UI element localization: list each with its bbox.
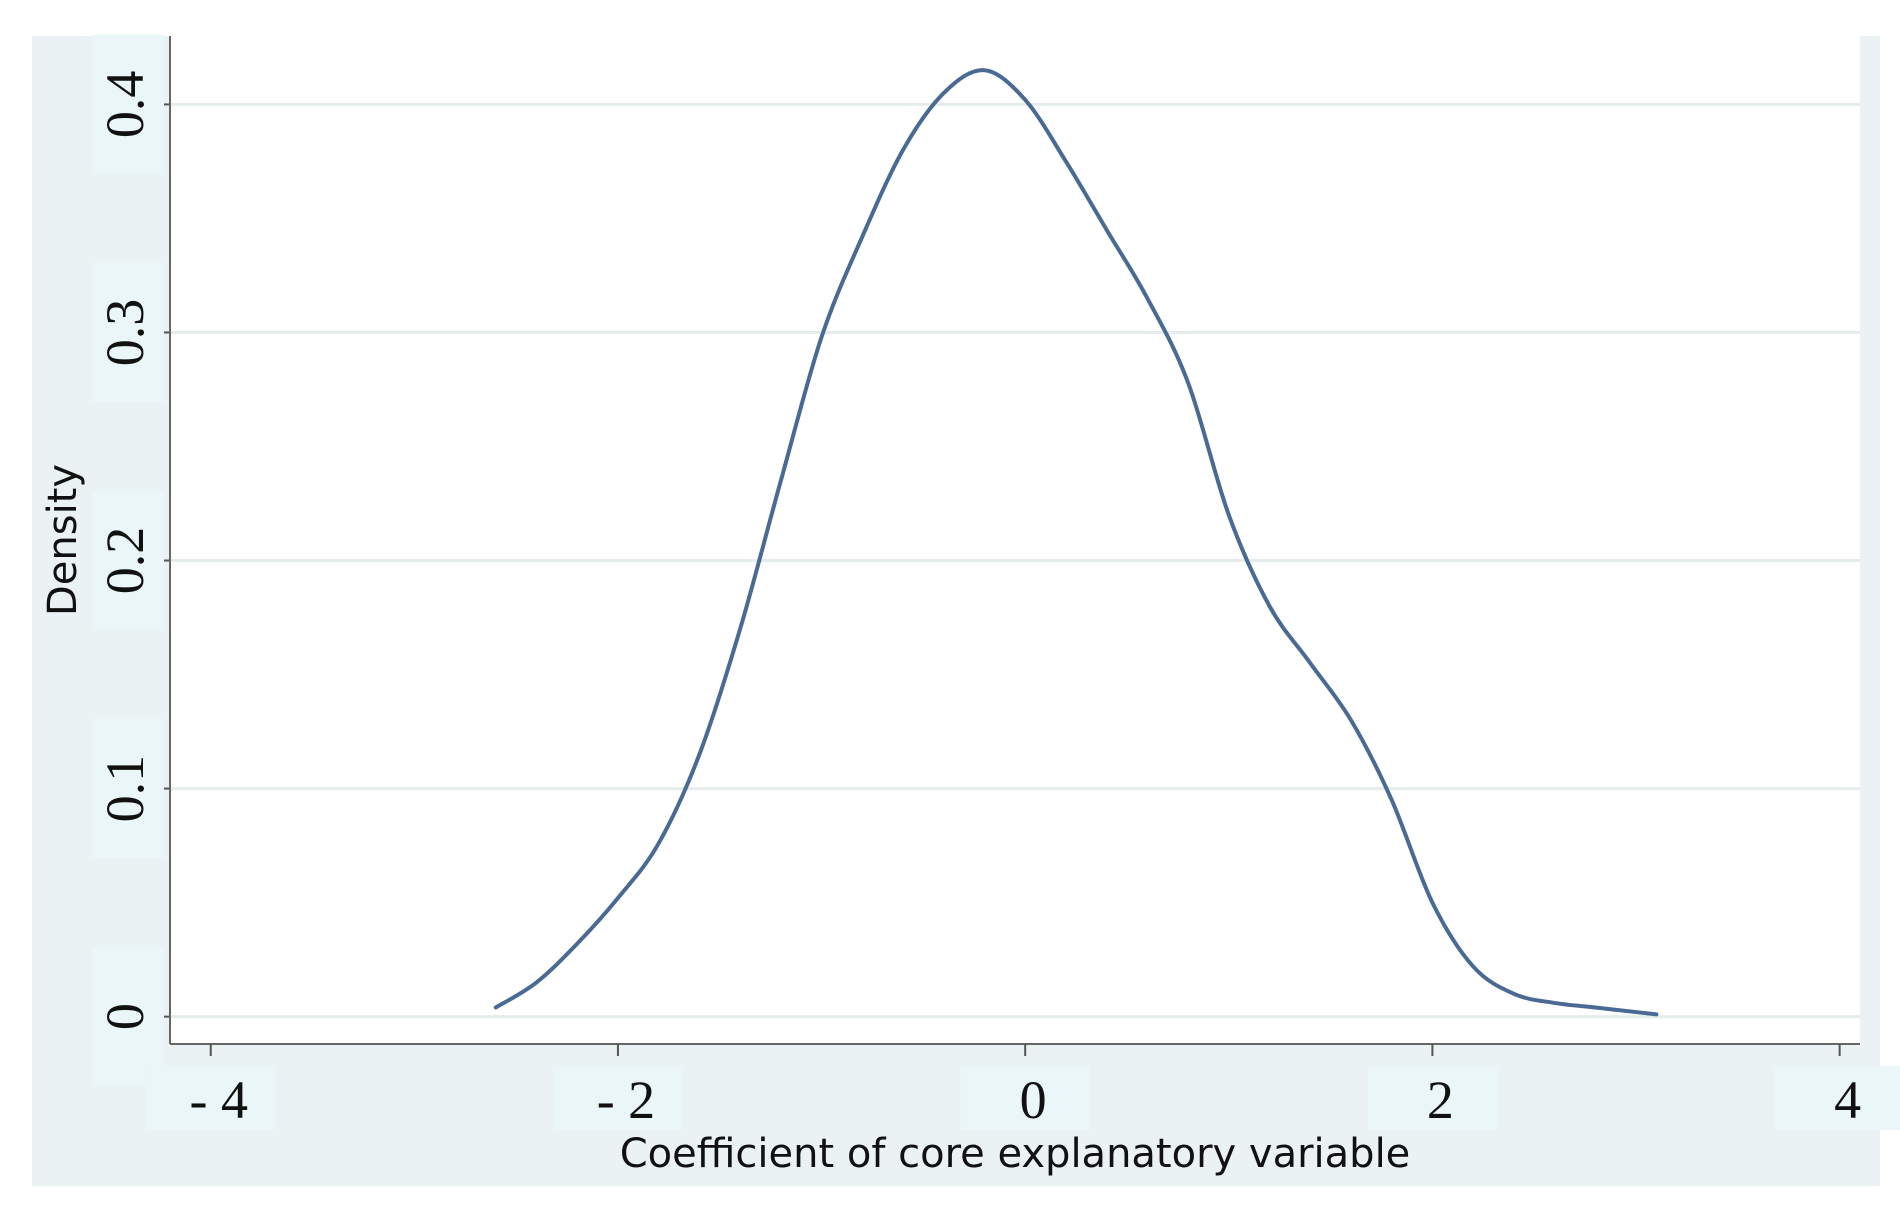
x-tick-label-3: 2: [1427, 1070, 1454, 1130]
series-layer: [493, 68, 1659, 1017]
x-tick-label-4: 4: [1834, 1070, 1861, 1130]
x-tick-label-bg-1: [552, 1066, 683, 1130]
y-tick-label-2: 0.2: [95, 527, 155, 595]
x-tick-label-0: - 4: [189, 1070, 247, 1130]
density-curve-0: [493, 68, 1659, 1017]
y-tick-label-3: 0.3: [95, 299, 155, 367]
x-tick-label-bg-4: [1774, 1066, 1900, 1130]
y-tick-label-1: 0.1: [95, 755, 155, 823]
y-axis-title: Density: [40, 464, 86, 616]
y-tick-label-bg-4: [92, 34, 164, 175]
tick-labels: 0 0.1 0.2 0.3 0.4 - 4 - 2 0 2 4: [92, 34, 1900, 1130]
x-tick-label-2: 0: [1020, 1070, 1047, 1130]
y-tick-label-bg-2: [92, 490, 164, 631]
x-tick-label-bg-2: [960, 1066, 1091, 1130]
y-tick-label-0: 0: [95, 1003, 155, 1030]
y-tick-label-4: 0.4: [95, 71, 155, 139]
y-tick-label-bg-3: [92, 262, 164, 403]
y-tick-label-bg-1: [92, 718, 164, 859]
plot-area: [170, 36, 1860, 1044]
x-axis-title: Coefficient of core explanatory variable: [620, 1131, 1411, 1177]
grid-lines: [170, 102, 1860, 1019]
y-tick-label-bg-0: [92, 946, 164, 1087]
x-tick-label-1: - 2: [597, 1070, 655, 1130]
x-tick-label-bg-3: [1367, 1066, 1498, 1130]
x-tick-label-bg-0: [145, 1066, 276, 1130]
